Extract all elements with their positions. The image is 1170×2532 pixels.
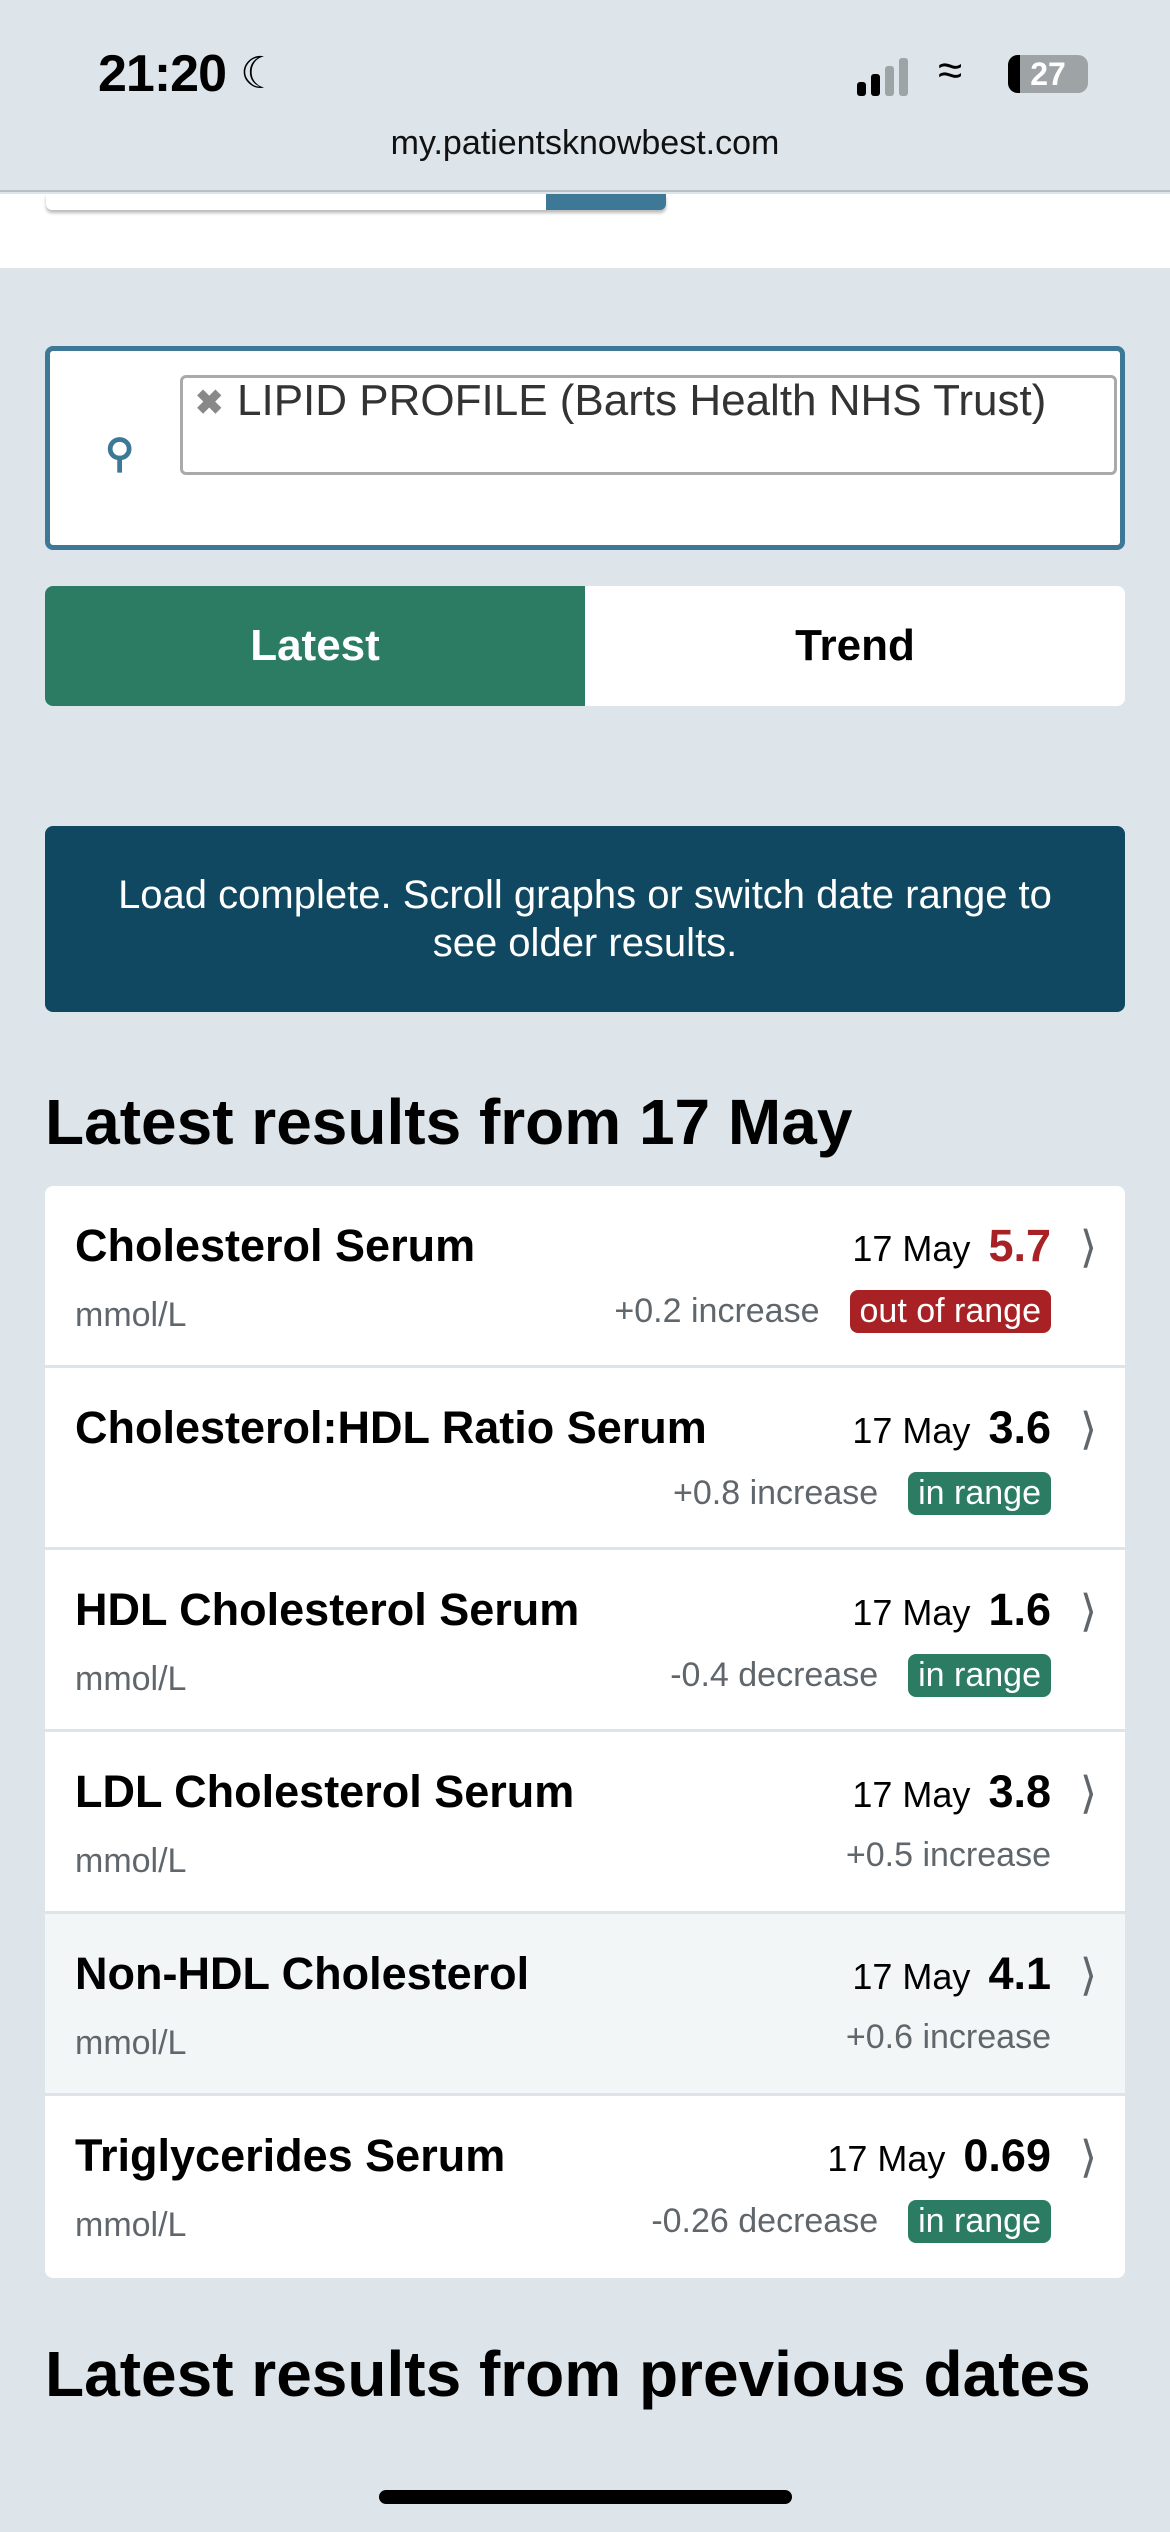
result-value: 3.8 <box>988 1766 1051 1817</box>
result-change: +0.2 increase <box>614 1292 820 1330</box>
latest-heading: Latest results from 17 May <box>45 1086 853 1158</box>
result-value: 4.1 <box>988 1948 1051 1999</box>
result-change: -0.4 decrease <box>670 1656 879 1694</box>
battery-icon: 27 <box>1008 55 1088 93</box>
result-value: 1.6 <box>988 1584 1051 1635</box>
tab-trend[interactable]: Trend <box>795 621 915 670</box>
chevron-right-icon: ⟩ <box>1079 1951 1097 2000</box>
result-change: +0.8 increase <box>673 1474 879 1512</box>
search-icon: ⚲ <box>105 432 135 476</box>
status-bar: 21:20 ☾ ≈ 27 my.patientsknowbest.com <box>0 0 1170 192</box>
range-badge: in range <box>908 2200 1051 2243</box>
url-bar[interactable]: my.patientsknowbest.com <box>390 124 780 162</box>
result-change: +0.6 increase <box>845 2018 1051 2056</box>
result-row[interactable]: Triglycerides Serum mmol/L 17 May 0.69 ⟩ … <box>45 2096 1125 2278</box>
chevron-right-icon: ⟩ <box>1079 1769 1097 1818</box>
result-name: Non-HDL Cholesterol <box>75 1948 530 1999</box>
result-date: 17 May <box>852 1592 971 1633</box>
result-name: Cholesterol:HDL Ratio Serum <box>75 1402 707 1453</box>
result-date: 17 May <box>852 1410 971 1451</box>
tab-latest[interactable]: Latest <box>45 586 585 706</box>
view-tabs: Latest Trend <box>45 586 1125 706</box>
result-unit: mmol/L <box>75 2206 187 2244</box>
chevron-right-icon: ⟩ <box>1079 1405 1097 1454</box>
result-date: 17 May <box>852 1228 971 1269</box>
home-indicator[interactable] <box>379 2490 792 2504</box>
previous-heading: Latest results from previous dates <box>45 2338 1091 2410</box>
result-value: 5.7 <box>988 1220 1051 1271</box>
result-name: Triglycerides Serum <box>75 2130 506 2181</box>
wifi-icon: ≈ <box>938 46 963 95</box>
result-row[interactable]: Cholesterol:HDL Ratio Serum 17 May 3.6 ⟩ … <box>45 1368 1125 1550</box>
result-value: 3.6 <box>988 1402 1051 1453</box>
result-unit: mmol/L <box>75 1842 187 1880</box>
result-change: +0.5 increase <box>845 1836 1051 1874</box>
result-date: 17 May <box>827 2138 946 2179</box>
result-unit: mmol/L <box>75 1660 187 1698</box>
range-badge: in range <box>908 1472 1051 1515</box>
result-row[interactable]: LDL Cholesterol Serum mmol/L 17 May 3.8 ⟩… <box>45 1732 1125 1914</box>
range-badge: out of range <box>849 1290 1051 1333</box>
chevron-right-icon: ⟩ <box>1079 1587 1097 1636</box>
clock: 21:20 <box>98 45 227 103</box>
results-list: Cholesterol Serum mmol/L 17 May 5.7 ⟩ +0.… <box>45 1186 1125 2278</box>
result-name: LDL Cholesterol Serum <box>75 1766 575 1817</box>
result-row[interactable]: Non-HDL Cholesterol mmol/L 17 May 4.1 ⟩ +… <box>45 1914 1125 2096</box>
result-row[interactable]: HDL Cholesterol Serum mmol/L 17 May 1.6 ⟩… <box>45 1550 1125 1732</box>
chevron-right-icon: ⟩ <box>1079 1223 1097 1272</box>
result-name: Cholesterol Serum <box>75 1220 476 1271</box>
result-unit: mmol/L <box>75 2024 187 2062</box>
result-unit: mmol/L <box>75 1296 187 1334</box>
moon-icon: ☾ <box>240 49 280 98</box>
load-complete-banner: Load complete. Scroll graphs or switch d… <box>45 826 1125 1012</box>
remove-chip-icon[interactable]: ✖ <box>195 384 224 422</box>
result-date: 17 May <box>852 1774 971 1815</box>
partial-input <box>46 194 666 210</box>
result-row[interactable]: Cholesterol Serum mmol/L 17 May 5.7 ⟩ +0.… <box>45 1186 1125 1368</box>
filter-chip[interactable]: ✖ LIPID PROFILE (Barts Health NHS Trust) <box>180 375 1117 475</box>
range-badge: in range <box>908 1654 1051 1697</box>
chevron-right-icon: ⟩ <box>1079 2133 1097 2182</box>
result-change: -0.26 decrease <box>651 2202 879 2240</box>
signal-icon <box>857 58 908 96</box>
result-name: HDL Cholesterol Serum <box>75 1584 580 1635</box>
search-box[interactable]: ⚲ ✖ LIPID PROFILE (Barts Health NHS Trus… <box>45 346 1125 550</box>
result-date: 17 May <box>852 1956 971 1997</box>
result-value: 0.69 <box>963 2130 1051 2181</box>
